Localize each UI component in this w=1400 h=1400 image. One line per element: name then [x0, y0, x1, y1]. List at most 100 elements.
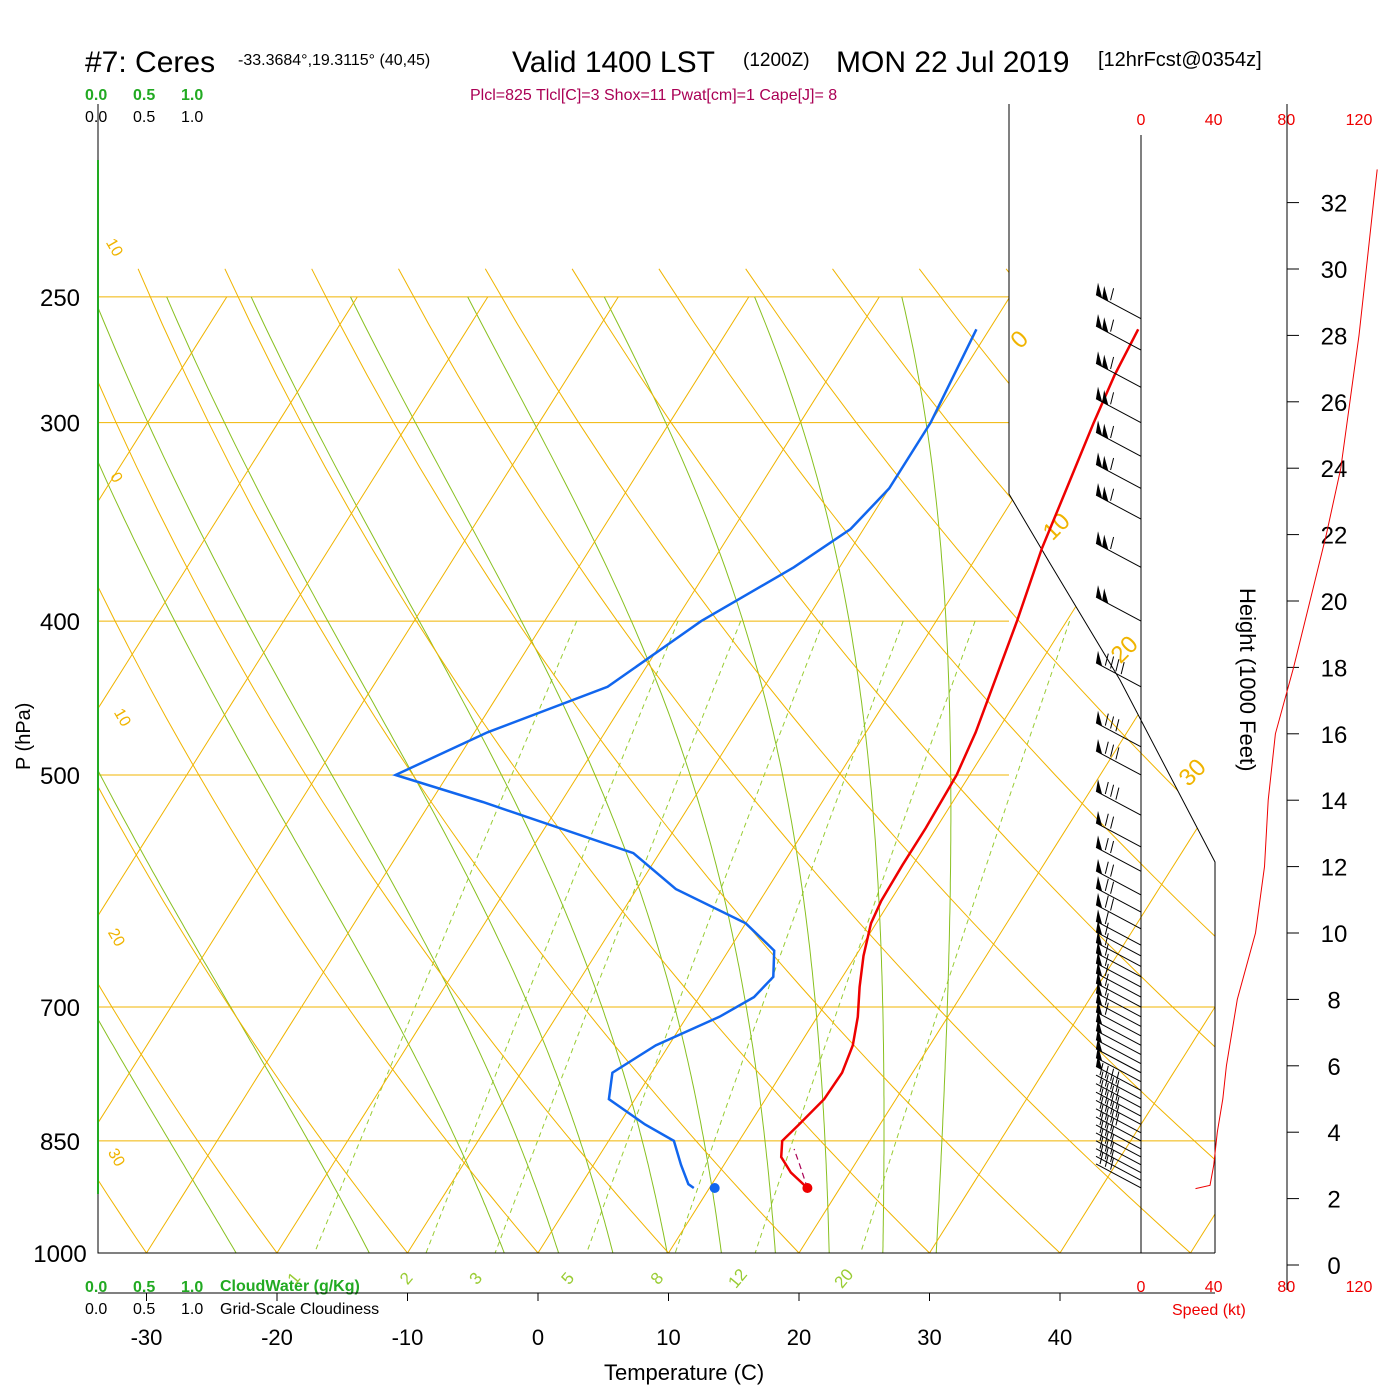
wind-barb-pennant [1096, 930, 1103, 946]
wind-barb-flag [1104, 963, 1109, 977]
height-tick-label: 12 [1321, 855, 1348, 882]
wind-barb-flag [1104, 1139, 1109, 1152]
wind-barb-flag [1115, 1096, 1120, 1110]
sounding-params: Plcl=825 Tlcl[C]=3 Shox=11 Pwat[cm]=1 Ca… [470, 87, 837, 104]
height-tick-label: 22 [1321, 523, 1348, 550]
mixing-ratio-line [732, 620, 976, 1253]
isotherm-line [104, 296, 750, 1253]
moist-adiabat-line [250, 296, 674, 1253]
wind-barb-flag [1110, 881, 1115, 894]
moist-adiabat-line [166, 296, 622, 1253]
wind-barb-pennant [1102, 317, 1109, 333]
wind-barb-flag [1104, 993, 1109, 1006]
isotherm-line [235, 296, 880, 1253]
wind-barb-flag [1110, 1110, 1115, 1123]
wind-barb-flag [1099, 1096, 1104, 1109]
wind-barb-pennant [1096, 951, 1103, 967]
wind-speed-profile [1195, 169, 1378, 1190]
wind-barb [1095, 1124, 1142, 1150]
wind-barb-pennant [1096, 810, 1103, 827]
mixing-ratio-label: 8 [647, 1269, 668, 1288]
bottom-cloudwater-tick: 0.5 [133, 1279, 155, 1296]
wind-barb-flag [1104, 983, 1109, 996]
dry-adiabat-line [137, 268, 864, 1253]
dry-adiabat-line [745, 268, 1215, 1253]
wind-barb-flag [1104, 953, 1109, 966]
utc-time: (1200Z) [743, 50, 810, 71]
wind-barb-flag [1110, 1094, 1115, 1107]
wind-barb [1095, 846, 1142, 872]
top-cloudiness-tick: 0.0 [85, 109, 107, 126]
wind-barb-flag [1115, 747, 1120, 760]
wind-barb [1095, 931, 1142, 957]
wind-barb-pennant [1096, 650, 1103, 667]
wind-barb-flag [1104, 1099, 1109, 1112]
wind-barb-flag [1104, 895, 1109, 908]
wind-barb-pennant [1096, 990, 1103, 1006]
dewpoint-profile [392, 328, 978, 1190]
valid-time: Valid 1400 LST [512, 46, 715, 79]
speed-tick-label: 80 [1277, 1279, 1295, 1296]
wind-barb-flag [1104, 1115, 1109, 1128]
wind-barb [1095, 722, 1142, 748]
wind-barb-flag [1110, 488, 1115, 501]
wind-barb-flag [1104, 781, 1109, 795]
wind-barb-flag [1110, 1134, 1115, 1147]
wind-barb [1095, 1030, 1142, 1056]
temperature-tick-label: 0 [532, 1325, 544, 1350]
height-axis-label: Height (1000 Feet) [1235, 588, 1260, 771]
dry-adiabat-line [1353, 269, 1400, 1319]
wind-barb [1095, 941, 1142, 967]
wind-barb-flag [1104, 878, 1109, 892]
wind-barb-flag [1104, 922, 1109, 935]
height-tick-label: 4 [1327, 1120, 1340, 1147]
station-title: #7: Ceres [85, 46, 215, 79]
mixing-ratio-label: 12 [724, 1265, 751, 1292]
isotherm-line [98, 296, 619, 1253]
bottom-cloudiness-tick: 0.5 [133, 1301, 155, 1318]
wind-barb [1095, 1039, 1142, 1065]
isotherm-line [1018, 296, 1215, 1253]
wind-barb [1095, 1011, 1142, 1037]
wind-barb-flag [1104, 653, 1109, 666]
mixing-ratio-line [562, 620, 824, 1253]
wind-barb [1095, 431, 1142, 457]
wind-barb-flag [1110, 356, 1115, 370]
isotherm-line [496, 296, 1141, 1253]
isotherm-label: 30 [1174, 754, 1212, 792]
dry-adiabat-line [1092, 268, 1215, 1253]
wind-barb-pennant [1096, 835, 1103, 851]
wind-barb-flag [1110, 392, 1115, 405]
height-tick-label: 20 [1321, 589, 1348, 616]
height-tick-label: 32 [1321, 191, 1348, 218]
wind-barb-flag [1104, 713, 1109, 726]
temperature-tick-label: 30 [917, 1325, 941, 1350]
wind-barb-pennant [1096, 940, 1103, 957]
dry-adiabat-line [484, 268, 1215, 1253]
wind-barb-pennant [1102, 354, 1109, 370]
mixing-ratio-label: 2 [396, 1269, 417, 1288]
wind-barb [1095, 1065, 1142, 1091]
wind-barb-flag [1104, 1002, 1109, 1015]
pressure-tick-label: 300 [40, 411, 80, 438]
mixing-ratio-line [839, 620, 1071, 1253]
wind-barb [1095, 982, 1142, 1008]
moist-adiabat-line [98, 296, 570, 1253]
wind-barb [1095, 962, 1142, 988]
temperature-tick-label: 40 [1048, 1325, 1072, 1350]
isotherm-label: 20 [1106, 631, 1144, 669]
wind-barb [1095, 1132, 1142, 1158]
wind-barb-flag [1110, 864, 1115, 877]
wind-barb-pennant [1096, 351, 1103, 367]
moist-adiabat-line [98, 296, 387, 1253]
temperature-tick-label: -10 [392, 1325, 424, 1350]
isotherm-label: 10 [102, 236, 126, 260]
wind-barb [1095, 1020, 1142, 1046]
moist-adiabat-line [350, 296, 727, 1253]
wind-barb-flag [1099, 1151, 1104, 1165]
wind-barb-pennant [1096, 876, 1103, 892]
wind-barb-pennant [1096, 892, 1103, 909]
wind-barb [1095, 790, 1142, 816]
wind-barb-flag [1115, 659, 1120, 672]
wind-barb-pennant [1102, 423, 1109, 439]
